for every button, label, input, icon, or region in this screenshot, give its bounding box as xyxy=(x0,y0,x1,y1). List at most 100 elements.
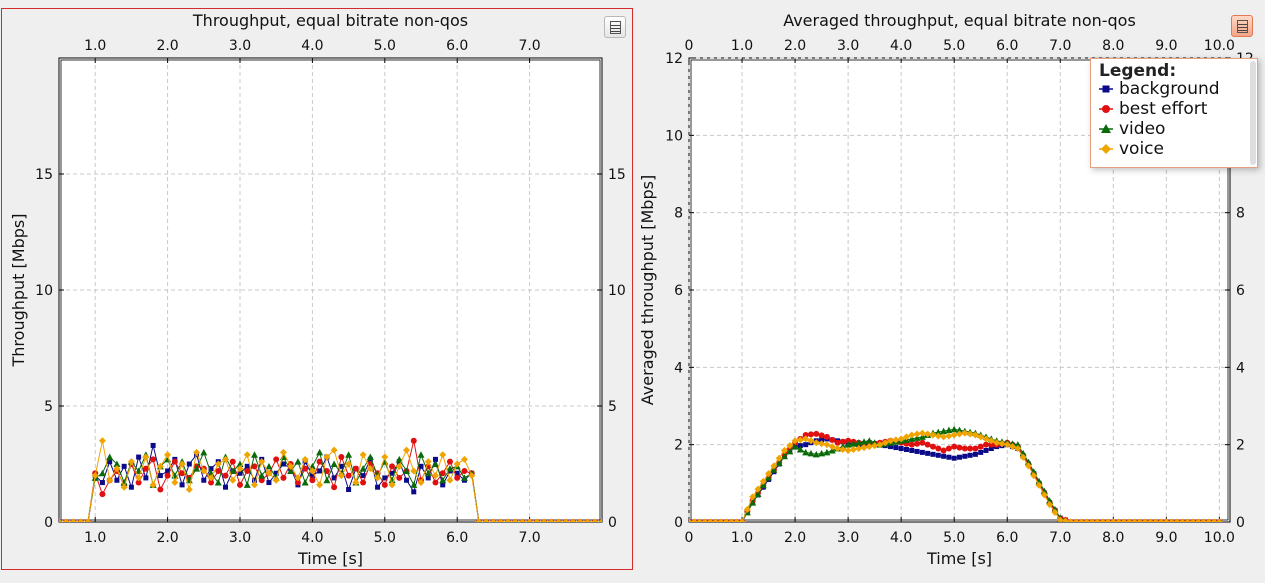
background-point xyxy=(179,482,185,488)
background-point xyxy=(819,437,825,443)
video-point xyxy=(849,440,857,447)
voice-point xyxy=(222,455,230,463)
legend-scrollbar[interactable] xyxy=(1250,61,1256,165)
video-point xyxy=(294,458,302,465)
background-point xyxy=(972,451,978,457)
voice-point xyxy=(330,446,338,454)
voice-point xyxy=(918,429,926,437)
background-point xyxy=(797,443,803,449)
voice-point xyxy=(301,455,309,463)
voice-point xyxy=(555,518,563,522)
voice-point xyxy=(1152,518,1160,522)
video-point xyxy=(446,465,454,472)
x-tick-label-top: 1.0 xyxy=(84,38,106,54)
series-voice xyxy=(689,429,1223,522)
voice-point xyxy=(818,440,826,448)
voice-point xyxy=(876,441,884,449)
voice-point xyxy=(1178,518,1186,522)
best-effort-point xyxy=(845,437,852,444)
voice-point xyxy=(149,481,157,489)
voice-point xyxy=(135,474,143,482)
background-point xyxy=(440,482,446,488)
video-point xyxy=(395,455,403,463)
video-point xyxy=(786,447,794,455)
y-tick-label: 10 xyxy=(665,128,683,144)
x-axis-label: Time [s] xyxy=(297,549,363,568)
left-chart-menu-button[interactable] xyxy=(604,16,626,38)
background-point xyxy=(914,448,920,454)
x-tick-label-top: 9.0 xyxy=(1155,38,1177,54)
voice-point xyxy=(871,442,879,450)
x-tick-label-top: 7.0 xyxy=(518,38,540,54)
left-chart-panel: Throughput, equal bitrate non-qos 1.0 1.0 2… xyxy=(0,0,634,571)
y-tick-label-right: 0 xyxy=(608,515,617,531)
voice-point xyxy=(712,518,720,522)
best-effort-point xyxy=(229,458,236,465)
best-effort-point xyxy=(439,470,446,477)
voice-point xyxy=(1131,518,1139,522)
background-point xyxy=(946,454,952,460)
video-point xyxy=(775,459,783,467)
voice-point xyxy=(1125,518,1133,522)
series-line-background xyxy=(59,445,602,522)
background-point xyxy=(273,470,279,476)
voice-point xyxy=(770,462,778,470)
best-effort-point xyxy=(802,432,809,438)
voice-point xyxy=(1019,453,1027,461)
voice-point xyxy=(855,445,863,453)
voice-point xyxy=(887,437,895,445)
best-effort-point xyxy=(215,467,222,474)
voice-point xyxy=(998,440,1006,448)
right-chart-menu-button[interactable] xyxy=(1231,15,1253,37)
video-point xyxy=(417,451,425,458)
voice-point xyxy=(961,429,969,437)
series-voice xyxy=(59,437,602,522)
video-point xyxy=(940,427,948,435)
voice-point xyxy=(84,518,92,522)
y-tick-label-right: 5 xyxy=(608,399,617,415)
voice-point xyxy=(956,430,963,438)
voice-point xyxy=(1093,518,1101,522)
voice-point xyxy=(765,470,773,478)
voice-point xyxy=(526,518,534,522)
video-point xyxy=(818,449,826,457)
x-tick-label: 3.0 xyxy=(837,530,859,546)
voice-point xyxy=(511,518,519,522)
video-point xyxy=(113,460,121,467)
voice-point xyxy=(993,439,1001,447)
y-axis-label: Throughput [Mbps] xyxy=(9,214,28,368)
video-point xyxy=(749,499,757,506)
voice-point xyxy=(796,436,804,444)
voice-point xyxy=(1146,518,1154,522)
video-point xyxy=(791,443,799,450)
video-point xyxy=(98,469,106,477)
background-point xyxy=(925,450,931,456)
voice-point xyxy=(345,460,353,468)
circle-marker-icon xyxy=(1099,105,1113,113)
video-point xyxy=(950,425,958,433)
best-effort-point xyxy=(150,456,157,463)
voice-point xyxy=(533,518,541,522)
voice-point xyxy=(207,474,215,482)
best-effort-point xyxy=(99,491,106,498)
best-effort-point xyxy=(935,445,942,452)
best-effort-point xyxy=(258,477,265,484)
background-point xyxy=(454,470,460,476)
voice-point xyxy=(504,518,512,522)
voice-point xyxy=(828,443,836,451)
background-point xyxy=(962,453,968,459)
best-effort-point xyxy=(461,467,468,474)
best-effort-point xyxy=(919,439,926,446)
voice-point xyxy=(902,433,910,441)
voice-point xyxy=(1088,518,1096,522)
best-effort-point xyxy=(908,441,915,448)
video-point xyxy=(323,476,331,484)
background-point xyxy=(930,451,936,457)
x-tick-label: 1.0 xyxy=(84,530,106,546)
best-effort-point xyxy=(244,467,251,474)
background-point xyxy=(280,461,286,467)
x-tick-label: 6.0 xyxy=(446,530,468,546)
voice-point xyxy=(584,518,592,522)
best-effort-point xyxy=(924,441,931,448)
y-tick-label: 8 xyxy=(674,206,683,222)
